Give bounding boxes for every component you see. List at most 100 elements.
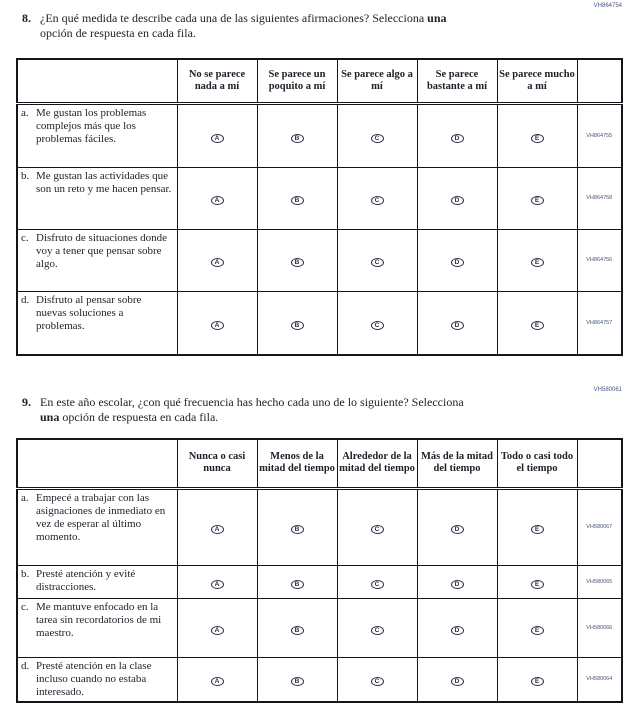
answer-bubble-a[interactable]: A (210, 196, 224, 205)
row-item-code: VH580065 (576, 564, 623, 599)
statement-row: c. Me mantuve enfocado en la tarea sin re… (16, 597, 623, 658)
column-header: Más de la mitad del tiempo (416, 438, 498, 490)
answer-bubble-e[interactable]: E (530, 525, 544, 534)
answer-bubble-d[interactable]: D (450, 677, 464, 686)
answer-bubble-d[interactable]: D (450, 196, 464, 205)
header-empty-cell (16, 58, 178, 105)
answer-bubble-c[interactable]: C (370, 258, 384, 267)
statement-cell: d. Presté atención en la clase incluso cu… (16, 656, 178, 702)
answer-bubble-a[interactable]: A (210, 258, 224, 267)
statement-row: b. Presté atención y evité distracciones.… (16, 564, 623, 599)
answer-bubble-e[interactable]: E (530, 579, 544, 589)
column-header: No se parece nada a mí (176, 58, 258, 105)
column-header: Nunca o casi nunca (176, 438, 258, 490)
question-text-segment: En este año escolar, ¿con qué frecuencia… (40, 395, 464, 409)
option-cell: A (176, 487, 258, 566)
answer-bubble-c[interactable]: C (370, 133, 384, 143)
column-header: Alrededor de la mitad del tiempo (336, 438, 418, 490)
option-cell: B (256, 487, 338, 566)
answer-bubble-b[interactable]: B (290, 625, 304, 635)
row-item-code: VH580066 (576, 597, 623, 658)
answer-bubble-e[interactable]: E (530, 133, 544, 143)
answer-bubble-a[interactable]: A (210, 133, 224, 143)
answer-bubble-e[interactable]: E (530, 320, 544, 330)
answer-bubble-b[interactable]: B (290, 579, 304, 589)
option-cell: D (416, 656, 498, 702)
answer-bubble-d[interactable]: D (450, 625, 464, 635)
option-cell: B (256, 228, 338, 292)
column-header: Se parece un poquito a mí (256, 58, 338, 105)
answer-bubble-a[interactable]: A (210, 677, 224, 686)
option-cell: E (496, 102, 578, 168)
answer-bubble-a[interactable]: A (210, 579, 224, 589)
answer-bubble-d[interactable]: D (450, 525, 464, 534)
row-label: c. (21, 231, 29, 244)
answer-bubble-e[interactable]: E (530, 625, 544, 635)
answer-bubble-c[interactable]: C (370, 677, 384, 686)
question-8: VH864754 8. ¿En qué medida te describe c… (0, 0, 630, 356)
question-text-segment: opción de respuesta en cada fila. (40, 26, 196, 40)
question-text-segment: ¿En qué medida te describe cada una de l… (40, 11, 428, 25)
row-label: d. (21, 659, 30, 672)
row-label: b. (21, 169, 30, 182)
statement-row: d. Presté atención en la clase incluso cu… (16, 656, 623, 702)
option-cell: B (256, 656, 338, 702)
statement-text: Presté atención en la clase incluso cuan… (36, 659, 152, 698)
answer-bubble-b[interactable]: B (290, 320, 304, 330)
column-header: Se parece mucho a mí (496, 58, 578, 105)
answer-bubble-c[interactable]: C (370, 625, 384, 635)
column-header: Todo o casi todo el tiempo (496, 438, 578, 490)
column-header: Se parece algo a mí (336, 58, 418, 105)
question-header: 9. En este año escolar, ¿con qué frecuen… (22, 395, 606, 425)
header-row: No se parece nada a mí Se parece un poqui… (16, 58, 623, 105)
answer-bubble-e[interactable]: E (530, 258, 544, 267)
answer-bubble-b[interactable]: B (290, 196, 304, 205)
answer-bubble-c[interactable]: C (370, 196, 384, 205)
answer-bubble-d[interactable]: D (450, 133, 464, 143)
answer-bubble-a[interactable]: A (210, 525, 224, 534)
answer-bubble-b[interactable]: B (290, 525, 304, 534)
answer-bubble-b[interactable]: B (290, 677, 304, 686)
statement-cell: d. Disfruto al pensar sobre nuevas soluci… (16, 290, 178, 356)
statement-row: a. Me gustan los problemas complejos más … (16, 102, 623, 168)
question-text: ¿En qué medida te describe cada una de l… (40, 11, 447, 41)
option-cell: B (256, 290, 338, 356)
statement-row: d. Disfruto al pensar sobre nuevas soluci… (16, 290, 623, 356)
option-cell: C (336, 564, 418, 599)
option-cell: B (256, 102, 338, 168)
question-text-bold: una (40, 410, 60, 424)
answer-bubble-c[interactable]: C (370, 525, 384, 534)
answer-bubble-e[interactable]: E (530, 677, 544, 686)
answer-bubble-a[interactable]: A (210, 625, 224, 635)
option-cell: A (176, 102, 258, 168)
column-header: Menos de la mitad del tiempo (256, 438, 338, 490)
answer-bubble-d[interactable]: D (450, 579, 464, 589)
option-cell: E (496, 564, 578, 599)
question-header: 8. ¿En qué medida te describe cada una d… (22, 11, 606, 41)
item-code: VH580061 (593, 387, 622, 393)
option-cell: D (416, 166, 498, 230)
answer-bubble-d[interactable]: D (450, 258, 464, 267)
statement-cell: c. Me mantuve enfocado en la tarea sin re… (16, 597, 178, 658)
statement-cell: a. Empecé a trabajar con las asignaciones… (16, 487, 178, 566)
row-label: a. (21, 106, 29, 119)
answer-bubble-e[interactable]: E (530, 196, 544, 205)
question-text: En este año escolar, ¿con qué frecuencia… (40, 395, 464, 425)
answer-bubble-a[interactable]: A (210, 320, 224, 330)
row-item-code: VH864758 (576, 166, 623, 230)
answer-bubble-b[interactable]: B (290, 133, 304, 143)
header-empty-cell (576, 438, 623, 490)
option-cell: A (176, 290, 258, 356)
statement-cell: b. Presté atención y evité distracciones. (16, 564, 178, 599)
answer-bubble-c[interactable]: C (370, 320, 384, 330)
answer-bubble-c[interactable]: C (370, 579, 384, 589)
question-number: 9. (22, 395, 31, 409)
statement-cell: c. Disfruto de situaciones donde voy a te… (16, 228, 178, 292)
row-label: d. (21, 293, 30, 306)
option-cell: E (496, 597, 578, 658)
answer-bubble-b[interactable]: B (290, 258, 304, 267)
statement-row: a. Empecé a trabajar con las asignaciones… (16, 487, 623, 566)
row-item-code: VH864755 (576, 102, 623, 168)
answer-bubble-d[interactable]: D (450, 320, 464, 330)
